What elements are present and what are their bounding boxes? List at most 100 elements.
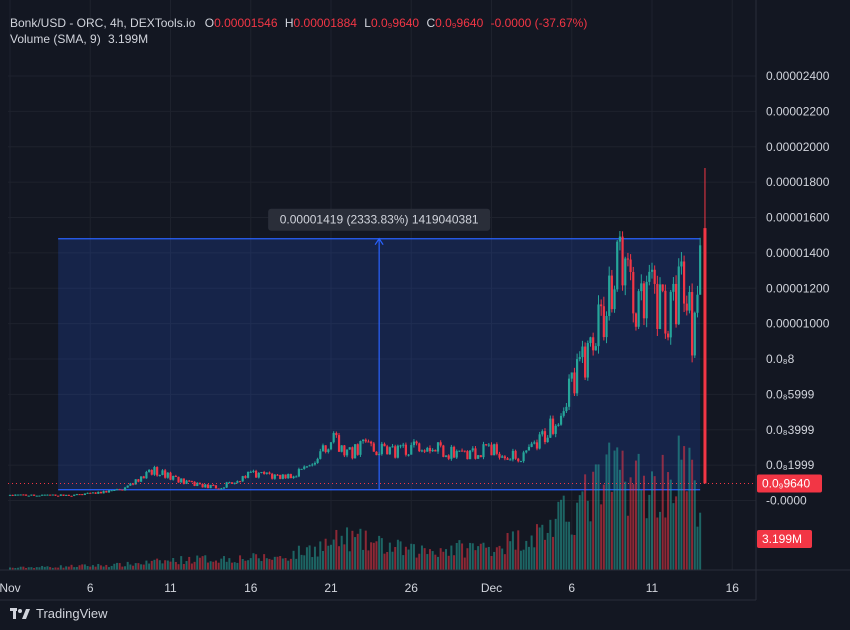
chart-grid	[8, 0, 756, 570]
candle-body	[273, 474, 276, 479]
volume-bar	[552, 536, 555, 570]
volume-bar	[399, 541, 402, 570]
x-tick-label: 11	[164, 581, 177, 595]
candle-body	[394, 446, 397, 458]
volume-bar	[629, 477, 632, 570]
volume-bar	[372, 542, 375, 570]
volume-bar	[541, 524, 544, 570]
volume-bar	[573, 534, 576, 570]
volume-bar	[605, 454, 608, 570]
candle-body	[348, 447, 351, 450]
candle-body	[372, 443, 375, 452]
volume-bar	[81, 564, 84, 570]
candle-body	[174, 475, 177, 477]
volume-bar	[495, 547, 498, 570]
volume-bar	[696, 526, 699, 570]
candle-body	[642, 283, 646, 319]
volume-bar	[474, 550, 477, 570]
volume-bar	[340, 535, 343, 570]
volume-bar	[233, 562, 236, 570]
candle-body	[94, 492, 97, 494]
candle-body	[501, 456, 504, 458]
volume-bar	[169, 561, 172, 570]
volume-bar	[244, 560, 247, 570]
candle-body	[661, 284, 664, 291]
candle-body	[188, 480, 191, 482]
measure-tool[interactable]: 0.00001419 (2333.83%) 1419040381	[58, 208, 701, 491]
candle-body	[49, 494, 52, 496]
volume-bar	[198, 557, 201, 570]
candle-body	[391, 446, 394, 448]
volume-bar	[667, 472, 670, 570]
volume-bar	[525, 540, 528, 570]
candle-body	[640, 283, 643, 292]
volume-bar	[305, 547, 308, 570]
candle-body	[436, 442, 440, 452]
volume-bar	[632, 484, 635, 570]
volume-bar	[78, 565, 81, 570]
volume-bar	[471, 543, 474, 570]
volume-bar	[174, 561, 177, 570]
candle-body	[172, 475, 175, 480]
candle-body	[605, 315, 608, 338]
tradingview-logo[interactable]: TradingView	[10, 606, 108, 621]
volume-bar	[164, 560, 167, 570]
volume-bar	[316, 556, 319, 570]
volume-bar	[51, 567, 54, 570]
candle-body	[519, 461, 523, 463]
candle-body	[378, 454, 381, 456]
volume-bar	[134, 563, 137, 570]
y-tick-label: 0.00001400	[766, 246, 830, 260]
volume-bar	[97, 563, 100, 570]
candle-body	[474, 448, 477, 459]
volume-bar	[394, 546, 397, 570]
volume-bar	[132, 565, 135, 570]
candle-body	[329, 442, 333, 450]
volume-bar	[107, 567, 110, 570]
candle-body	[166, 472, 169, 478]
candle-body	[139, 476, 143, 482]
candle-body	[284, 474, 287, 479]
candle-body	[485, 444, 488, 446]
volume-bar	[404, 546, 407, 570]
volume-badge-label: 3.199M	[762, 532, 802, 546]
candle-body	[198, 482, 202, 485]
volume-bar	[602, 484, 605, 570]
volume-bar	[383, 553, 386, 570]
last-price-label: 0.0₉9640	[762, 476, 810, 490]
volume-bar	[19, 566, 22, 570]
y-tick-label: 0.0₈1999	[766, 458, 815, 472]
volume-bar	[86, 566, 89, 570]
volume-bar	[239, 555, 242, 570]
volume-bar	[150, 560, 153, 570]
candle-body	[482, 444, 485, 458]
candle-body	[683, 261, 686, 304]
volume-bar	[49, 567, 52, 570]
volume-bar	[83, 564, 86, 570]
candle-body	[602, 306, 605, 338]
candle-body	[118, 489, 121, 491]
volume-bar	[327, 545, 330, 570]
low-value: 0.0₉9640	[370, 16, 420, 30]
volume-bar	[477, 546, 480, 570]
volume-bar	[249, 558, 252, 570]
volume-bar	[356, 533, 359, 570]
volume-bar	[348, 551, 351, 570]
candle-body	[664, 290, 667, 334]
volume-bar	[370, 542, 373, 570]
volume-bar	[388, 542, 391, 570]
volume-bar	[485, 547, 488, 570]
volume-bar	[645, 518, 648, 570]
x-tick-label: 6	[87, 581, 94, 595]
candle-body	[618, 236, 621, 242]
volume-bar	[289, 558, 292, 570]
chart-axes: 0.00002400 0.00002200 0.00002000 0.00001800…	[0, 0, 850, 601]
volume-bar	[276, 556, 279, 570]
volume-bar	[680, 459, 683, 570]
volume-bar	[324, 538, 327, 570]
volume-bar	[378, 535, 381, 570]
volume-bar	[450, 545, 453, 570]
high-value: 0.00001884	[293, 16, 357, 30]
